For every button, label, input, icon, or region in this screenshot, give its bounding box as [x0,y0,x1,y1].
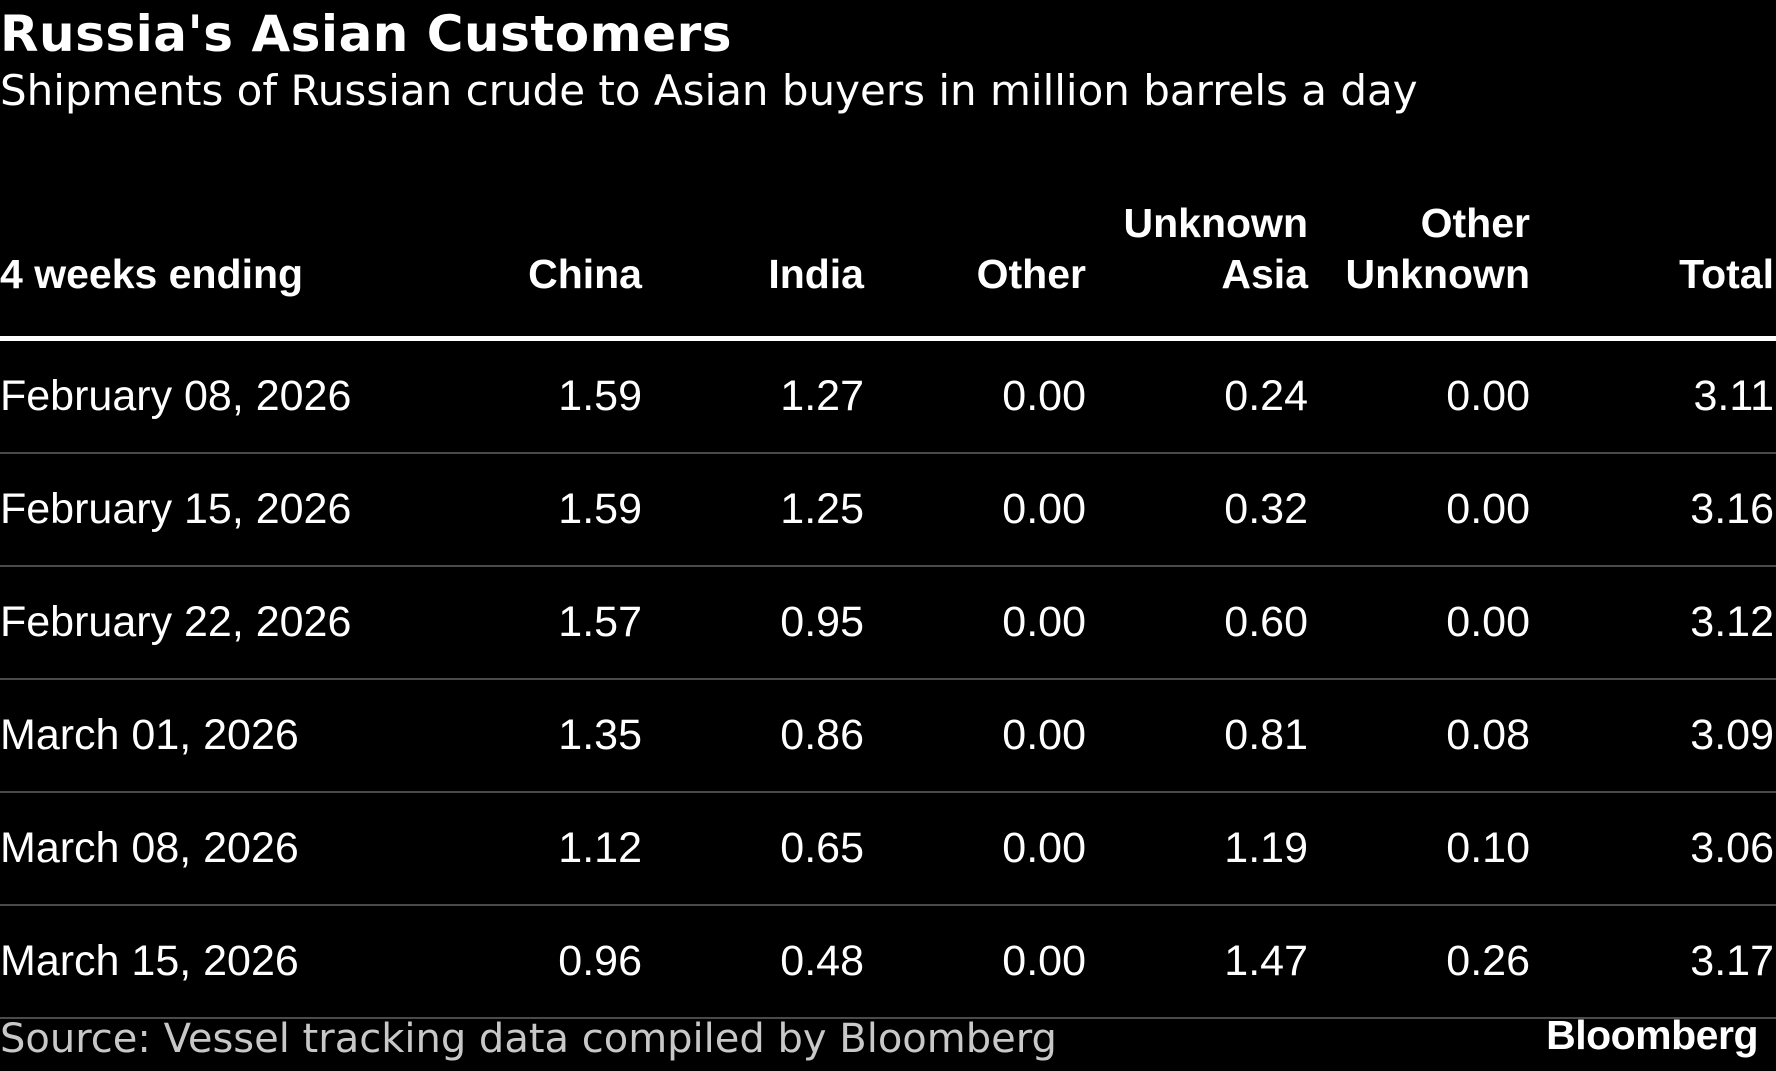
column-header-label: India [768,249,864,300]
value-cell-india: 0.95 [642,566,864,680]
table-row: March 01, 2026 1.35 0.86 0.00 0.81 0.08 3.09 [0,679,1776,793]
column-header-label: Other Unknown [1346,198,1530,300]
value-cell-china: 1.57 [440,566,642,680]
column-header-label: 4 weeks ending [0,249,303,300]
date-cell: March 01, 2026 [0,679,440,793]
column-header-line: Other [1420,200,1530,246]
value-cell-other: 0.00 [864,453,1086,567]
value-cell-china: 0.96 [440,905,642,1019]
column-header-line: Asia [1221,251,1308,297]
value-cell-india: 1.27 [642,338,864,454]
value-cell-other-unknown: 0.00 [1308,566,1530,680]
value-cell-other-unknown: 0.10 [1308,792,1530,906]
data-table: 4 weeks ending China India Other Unknown Asia… [0,160,1776,1019]
value-cell-other-unknown: 0.00 [1308,338,1530,454]
chart-subtitle: Shipments of Russian crude to Asian buye… [0,66,1418,115]
column-header-label: Other [977,249,1086,300]
value-cell-unknown-asia: 0.81 [1086,679,1308,793]
source-note: Source: Vessel tracking data compiled by… [0,1016,1057,1062]
value-cell-total: 3.17 [1530,905,1776,1019]
column-header-line: China [528,251,642,297]
date-cell: February 22, 2026 [0,566,440,680]
value-cell-unknown-asia: 0.24 [1086,338,1308,454]
table-body: February 08, 2026 1.59 1.27 0.00 0.24 0.00 3.1… [0,338,1776,1019]
table-row: March 15, 2026 0.96 0.48 0.00 1.47 0.26 3.17 [0,905,1776,1019]
value-cell-india: 1.25 [642,453,864,567]
column-header-line: 4 weeks ending [0,251,304,297]
column-header-line: Unknown [1345,251,1530,297]
value-cell-unknown-asia: 0.60 [1086,566,1308,680]
value-cell-other: 0.00 [864,792,1086,906]
column-header-total: Total [1530,160,1776,341]
column-header-4-weeks-ending: 4 weeks ending [0,160,440,341]
value-cell-india: 0.86 [642,679,864,793]
value-cell-china: 1.59 [440,338,642,454]
table-header: 4 weeks ending China India Other Unknown Asia… [0,160,1776,341]
column-header-label: China [528,249,642,300]
date-cell: March 08, 2026 [0,792,440,906]
value-cell-other-unknown: 0.08 [1308,679,1530,793]
value-cell-other: 0.00 [864,566,1086,680]
table-row: February 08, 2026 1.59 1.27 0.00 0.24 0.00 3.1… [0,338,1776,454]
date-cell: February 15, 2026 [0,453,440,567]
value-cell-total: 3.16 [1530,453,1776,567]
value-cell-unknown-asia: 1.47 [1086,905,1308,1019]
value-cell-india: 0.48 [642,905,864,1019]
column-header-other-unknown: Other Unknown [1308,160,1530,341]
value-cell-other-unknown: 0.26 [1308,905,1530,1019]
value-cell-total: 3.09 [1530,679,1776,793]
value-cell-india: 0.65 [642,792,864,906]
value-cell-total: 3.11 [1530,338,1776,454]
column-header-line: Unknown [1123,200,1308,246]
bloomberg-logo: Bloomberg [1546,1012,1758,1058]
column-header-china: China [440,160,642,341]
column-header-label: Unknown Asia [1124,198,1308,300]
column-header-label: Total [1679,249,1774,300]
column-header-line: Total [1679,251,1774,297]
date-cell: February 08, 2026 [0,338,440,454]
column-header-other: Other [864,160,1086,341]
chart-title: Russia's Asian Customers [0,5,733,63]
value-cell-china: 1.12 [440,792,642,906]
value-cell-china: 1.59 [440,453,642,567]
column-header-unknown-asia: Unknown Asia [1086,160,1308,341]
table-row: March 08, 2026 1.12 0.65 0.00 1.19 0.10 3.06 [0,792,1776,906]
value-cell-other: 0.00 [864,338,1086,454]
column-header-line: India [768,251,864,297]
value-cell-other-unknown: 0.00 [1308,453,1530,567]
table-row: February 15, 2026 1.59 1.25 0.00 0.32 0.00 3.1… [0,453,1776,567]
value-cell-total: 3.06 [1530,792,1776,906]
date-cell: March 15, 2026 [0,905,440,1019]
table-row: February 22, 2026 1.57 0.95 0.00 0.60 0.00 3.1… [0,566,1776,680]
value-cell-unknown-asia: 0.32 [1086,453,1308,567]
value-cell-other: 0.00 [864,905,1086,1019]
value-cell-other: 0.00 [864,679,1086,793]
value-cell-unknown-asia: 1.19 [1086,792,1308,906]
header-row: 4 weeks ending China India Other Unknown Asia… [0,160,1776,341]
value-cell-china: 1.35 [440,679,642,793]
column-header-india: India [642,160,864,341]
column-header-line: Other [976,251,1086,297]
value-cell-total: 3.12 [1530,566,1776,680]
